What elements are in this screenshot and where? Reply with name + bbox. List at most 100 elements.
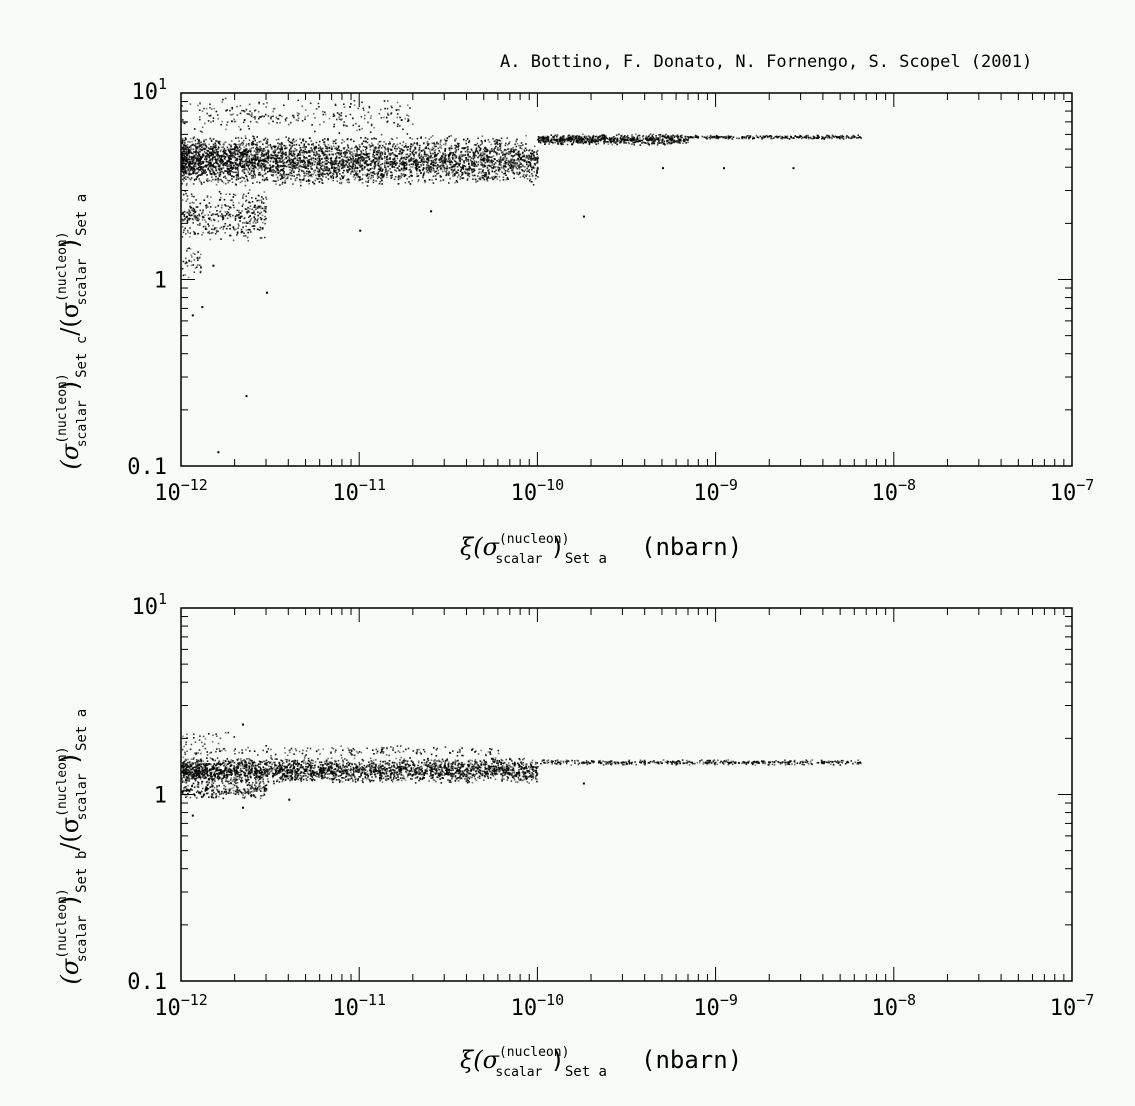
data-point xyxy=(345,149,348,152)
data-point xyxy=(199,165,201,168)
data-point xyxy=(435,175,437,177)
data-point xyxy=(621,137,624,140)
data-point xyxy=(181,165,184,167)
data-point xyxy=(236,153,239,155)
data-point xyxy=(657,142,659,144)
data-point xyxy=(190,156,192,158)
data-point xyxy=(510,148,512,150)
data-point xyxy=(306,170,308,173)
data-point xyxy=(395,160,397,162)
data-point xyxy=(423,147,426,150)
data-point xyxy=(305,156,307,159)
data-point xyxy=(330,165,333,168)
data-point xyxy=(567,135,569,137)
data-point xyxy=(352,165,354,168)
data-point xyxy=(659,133,662,136)
data-point xyxy=(313,153,316,156)
data-point xyxy=(204,172,206,174)
data-point xyxy=(807,134,809,137)
data-point xyxy=(368,152,371,155)
data-point xyxy=(494,143,496,145)
data-point xyxy=(420,172,422,175)
data-point xyxy=(215,173,217,175)
data-point xyxy=(532,184,535,186)
data-point xyxy=(227,173,230,176)
data-point xyxy=(612,139,615,141)
data-point xyxy=(439,176,442,178)
data-point xyxy=(486,150,488,153)
data-point xyxy=(253,168,255,171)
data-point xyxy=(508,170,510,173)
data-point xyxy=(568,140,570,142)
data-point xyxy=(311,143,313,146)
data-point xyxy=(234,159,237,162)
data-point xyxy=(243,166,246,168)
data-point xyxy=(235,171,237,174)
data-point xyxy=(386,160,388,163)
data-point xyxy=(342,162,344,164)
data-point xyxy=(360,156,363,158)
data-point xyxy=(851,135,853,138)
data-point xyxy=(655,138,658,141)
data-point xyxy=(245,151,247,153)
data-point xyxy=(184,145,187,147)
data-point xyxy=(589,142,591,144)
data-point xyxy=(241,162,244,164)
data-point xyxy=(646,136,649,138)
data-point xyxy=(292,158,295,160)
data-point xyxy=(409,150,412,152)
data-point xyxy=(356,150,358,153)
data-point xyxy=(195,147,198,149)
data-point xyxy=(536,160,539,162)
data-point xyxy=(189,162,192,164)
data-point xyxy=(679,135,682,137)
data-point xyxy=(182,165,185,168)
data-point xyxy=(223,176,225,178)
data-point xyxy=(502,154,504,157)
data-point xyxy=(297,153,300,156)
data-point xyxy=(456,145,459,148)
data-point xyxy=(400,161,403,164)
data-point xyxy=(325,169,327,171)
data-point xyxy=(554,141,557,144)
data-point xyxy=(225,177,227,180)
data-point xyxy=(199,149,202,151)
data-point xyxy=(493,140,496,143)
data-point xyxy=(528,155,530,158)
data-point xyxy=(182,162,185,164)
data-point xyxy=(405,161,408,163)
data-point xyxy=(322,147,324,150)
data-point xyxy=(402,141,405,143)
data-point xyxy=(378,176,380,178)
data-point xyxy=(298,159,300,162)
data-point xyxy=(522,160,525,162)
data-point xyxy=(432,175,435,178)
data-point xyxy=(652,140,655,142)
data-point xyxy=(506,177,509,180)
data-point xyxy=(552,136,554,138)
data-point xyxy=(272,151,274,153)
data-point xyxy=(466,160,468,163)
data-point xyxy=(840,136,843,138)
data-point xyxy=(469,151,471,153)
data-point xyxy=(394,153,397,156)
data-point xyxy=(335,163,338,165)
data-point xyxy=(516,159,518,161)
data-point xyxy=(187,148,190,151)
data-point xyxy=(310,167,312,170)
data-point xyxy=(370,142,373,144)
data-point xyxy=(445,174,448,177)
data-point xyxy=(653,141,655,144)
data-point xyxy=(241,165,243,168)
data-point xyxy=(611,136,613,139)
data-point xyxy=(465,159,467,161)
data-point xyxy=(205,155,207,157)
data-point xyxy=(380,157,383,159)
data-point xyxy=(482,160,485,163)
data-point xyxy=(532,167,534,169)
data-point xyxy=(333,167,335,170)
data-point xyxy=(313,147,316,150)
data-point xyxy=(199,155,202,158)
data-point xyxy=(291,144,294,147)
data-point xyxy=(363,161,366,164)
